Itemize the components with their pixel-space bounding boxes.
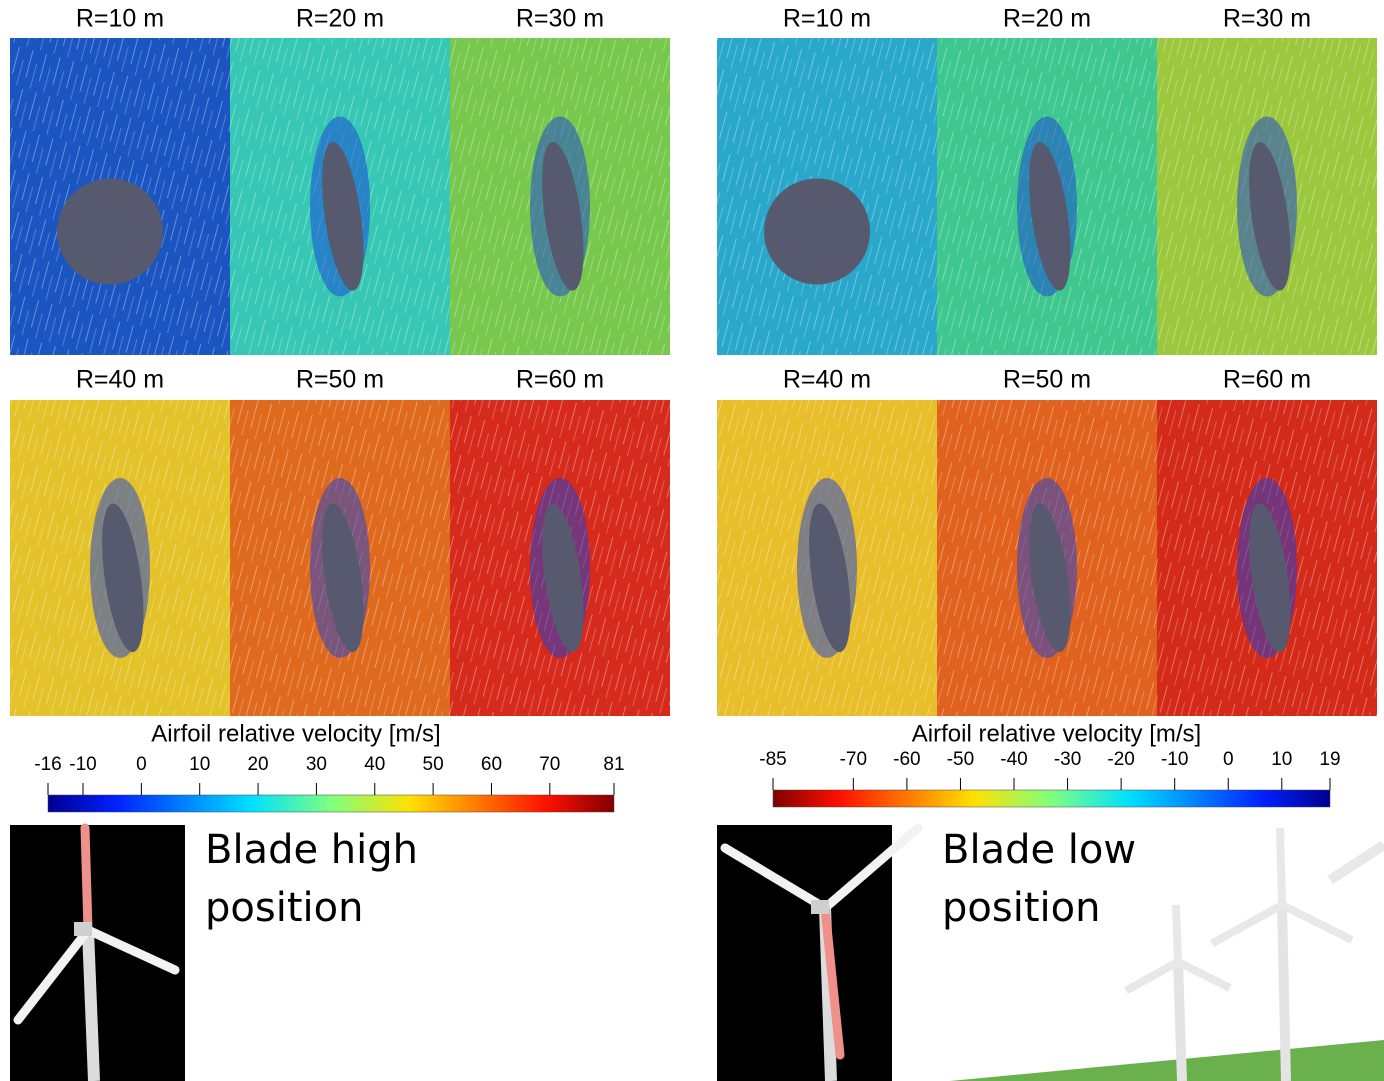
colorbar-tick-label: -40 (1000, 749, 1027, 770)
colorbar-tick-label: 40 (364, 754, 385, 775)
radius-label: R=30 m (1223, 5, 1311, 33)
colorbar-tick-label: 0 (136, 754, 147, 775)
radius-label: R=60 m (1223, 366, 1311, 394)
colorbar-tick-label: -85 (759, 749, 786, 770)
caption: Blade low (942, 827, 1136, 873)
colorbar-title: Airfoil relative velocity [m/s] (912, 720, 1201, 747)
caption: Blade high (205, 827, 418, 873)
colorbar-tick-label: -70 (840, 749, 867, 770)
radius-label: R=60 m (516, 366, 604, 394)
radius-label: R=20 m (1003, 5, 1091, 33)
blade (1212, 905, 1282, 944)
colorbar-tick-label: -10 (1161, 749, 1188, 770)
caption: position (205, 885, 363, 931)
radius-label: R=10 m (76, 5, 164, 33)
cylinder-section (57, 179, 163, 285)
radius-label: R=10 m (783, 5, 871, 33)
tower (1178, 962, 1182, 1081)
nacelle (811, 900, 829, 914)
caption: position (942, 885, 1100, 931)
radius-label: R=50 m (296, 366, 384, 394)
colorbar-tick-label: 20 (247, 754, 268, 775)
colorbar-tick-label: -30 (1054, 749, 1081, 770)
tower (88, 930, 94, 1081)
tower (1282, 905, 1286, 1081)
colorbar-tick-label: 30 (306, 754, 327, 775)
colorbar-tick-label: -16 (34, 754, 61, 775)
colorbar (48, 795, 614, 812)
blade (1176, 905, 1178, 962)
colorbar-tick-label: 81 (603, 754, 624, 775)
cylinder-section (764, 179, 870, 285)
colorbar-tick-label: 10 (189, 754, 210, 775)
colorbar-tick-label: 10 (1271, 749, 1292, 770)
blade (1126, 962, 1178, 991)
colorbar-tick-label: 50 (423, 754, 444, 775)
radius-label: R=50 m (1003, 366, 1091, 394)
blade (1178, 962, 1230, 988)
radius-label: R=20 m (296, 5, 384, 33)
colorbar-tick-label: -60 (893, 749, 920, 770)
colorbar-tick-label: 19 (1319, 749, 1340, 770)
colorbar (773, 790, 1330, 807)
blade (1282, 905, 1352, 940)
figure: R=10 m R=20 m R=30 m R=40 m R=50 m R=60 m Airf… (0, 0, 1384, 1081)
blade (1280, 828, 1282, 905)
radius-label: R=30 m (516, 5, 604, 33)
colorbar-tick-label: 0 (1223, 749, 1234, 770)
colorbar-tick-label: -20 (1107, 749, 1134, 770)
blade (85, 828, 88, 930)
radius-label: R=40 m (76, 366, 164, 394)
nacelle (74, 922, 92, 936)
ground (950, 1040, 1384, 1081)
radius-label: R=40 m (783, 366, 871, 394)
colorbar-title: Airfoil relative velocity [m/s] (151, 720, 440, 747)
colorbar-tick-label: -50 (947, 749, 974, 770)
blade (1330, 845, 1384, 880)
colorbar-tick-label: 70 (539, 754, 560, 775)
colorbar-tick-label: -10 (69, 754, 96, 775)
colorbar-tick-label: 60 (481, 754, 502, 775)
